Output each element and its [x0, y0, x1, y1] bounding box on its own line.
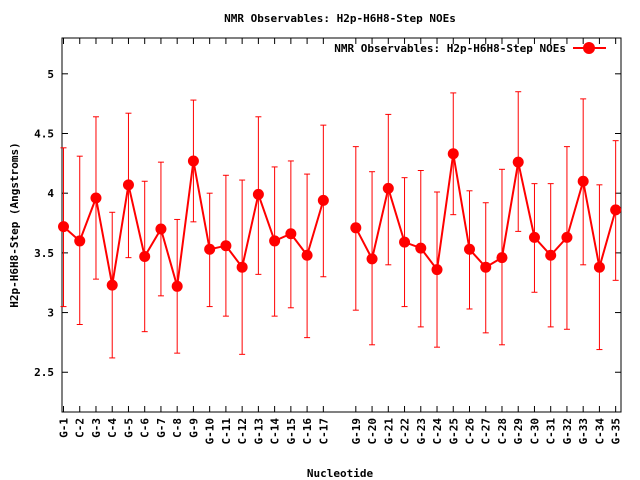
x-tick-label: G-29 — [512, 418, 525, 445]
data-point — [204, 243, 216, 255]
data-point — [171, 280, 183, 292]
data-point — [106, 279, 118, 291]
y-tick-label: 4.5 — [34, 127, 54, 140]
data-point — [301, 249, 313, 261]
data-point — [187, 155, 199, 167]
legend-label: NMR Observables: H2p-H6H8-Step NOEs — [334, 42, 566, 55]
x-tick-label: C-12 — [236, 418, 249, 445]
y-tick-label: 3 — [47, 307, 54, 320]
data-point — [431, 264, 443, 276]
data-point — [74, 235, 86, 247]
legend: NMR Observables: H2p-H6H8-Step NOEs — [334, 42, 606, 55]
x-tick-label: C-8 — [171, 418, 184, 438]
data-point — [139, 250, 151, 262]
data-point — [269, 235, 281, 247]
data-point — [561, 231, 573, 243]
x-tick-label: G-21 — [382, 418, 395, 445]
data-point — [252, 188, 264, 200]
x-tick-label: C-2 — [74, 418, 87, 438]
data-point — [593, 261, 605, 273]
data-point — [366, 253, 378, 265]
data-point — [415, 242, 427, 254]
x-tick-label: G-7 — [155, 418, 168, 438]
x-tick-label: G-10 — [204, 418, 217, 445]
data-point — [122, 179, 134, 191]
x-tick-label: C-11 — [220, 418, 233, 445]
x-tick-label: G-3 — [90, 418, 103, 438]
x-tick-label: C-31 — [545, 418, 558, 445]
series-path — [62, 153, 617, 287]
data-point — [610, 204, 622, 216]
data-point — [577, 175, 589, 187]
legend-marker — [583, 42, 595, 54]
y-tick-label: 2.5 — [34, 366, 54, 379]
x-tick-label: G-13 — [252, 418, 265, 445]
data-point — [236, 261, 248, 273]
data-point — [317, 194, 329, 206]
y-tick-label: 5 — [47, 68, 54, 81]
x-tick-label: G-5 — [122, 418, 135, 438]
chart-title: NMR Observables: H2p-H6H8-Step NOEs — [224, 12, 456, 25]
x-tick-label: G-33 — [577, 418, 590, 445]
x-tick-label: G-1 — [58, 418, 71, 438]
data-point — [512, 156, 524, 168]
y-axis-label: H2p-H6H8-Step (Angstroms) — [8, 142, 21, 308]
data-point — [496, 252, 508, 264]
x-axis: G-1 C-2 G-3 C-4 G-5 C-6 G-7 C-8 G-9 G-10 C-11 C-12 G… — [58, 38, 623, 445]
x-tick-label: G-9 — [187, 418, 200, 438]
x-tick-label: C-24 — [431, 418, 444, 445]
data-point — [447, 148, 459, 160]
x-tick-label: G-35 — [610, 418, 623, 445]
x-tick-label: C-14 — [269, 418, 282, 445]
data-points — [58, 148, 622, 292]
x-tick-label: C-34 — [593, 418, 606, 445]
x-tick-label: C-4 — [106, 418, 119, 438]
plot-frame — [61, 37, 622, 413]
x-tick-label: C-16 — [301, 418, 314, 445]
x-tick-label: C-26 — [464, 418, 477, 445]
x-tick-label: C-17 — [317, 418, 330, 445]
data-point — [464, 243, 475, 255]
x-tick-label: C-6 — [139, 418, 152, 438]
y-tick-label: 4 — [47, 187, 54, 200]
data-point — [58, 221, 69, 233]
y-axis: 2.5 3 3.5 4 4.5 5 — [34, 68, 621, 379]
x-tick-label: G-19 — [350, 418, 363, 445]
data-point — [399, 236, 411, 248]
data-point — [480, 261, 492, 273]
x-tick-label: C-22 — [399, 418, 412, 445]
data-point — [285, 228, 297, 240]
data-point — [155, 223, 167, 235]
error-bars — [60, 91, 619, 359]
data-point — [350, 222, 362, 234]
x-tick-label: G-15 — [285, 418, 298, 445]
data-point — [528, 231, 540, 243]
x-tick-label: G-25 — [447, 418, 460, 445]
x-axis-label: Nucleotide — [307, 467, 374, 480]
y-tick-label: 3.5 — [34, 247, 54, 260]
data-point — [545, 249, 557, 261]
x-tick-label: C-30 — [528, 418, 541, 445]
data-point — [90, 192, 102, 204]
x-tick-label: C-20 — [366, 418, 379, 445]
data-point — [220, 240, 232, 252]
data-point — [382, 182, 394, 194]
x-tick-label: C-28 — [496, 418, 509, 445]
x-tick-label: G-32 — [561, 418, 574, 445]
x-tick-label: G-23 — [415, 418, 428, 445]
x-tick-label: C-27 — [480, 418, 493, 445]
series-line — [62, 153, 617, 287]
